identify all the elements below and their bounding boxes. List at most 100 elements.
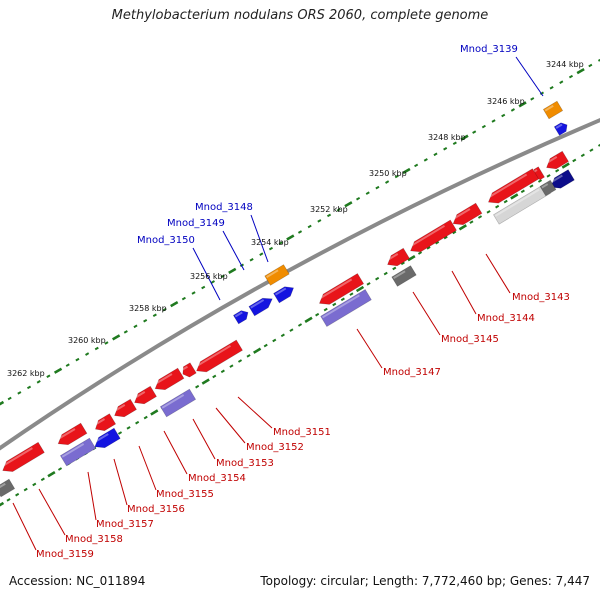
red-gene — [452, 202, 483, 226]
inner-scale-tick — [375, 276, 380, 281]
red-gene-sheen — [194, 344, 232, 368]
inner-scale-tick — [47, 470, 56, 478]
scale-label: 3252 kbp — [310, 205, 348, 214]
inner-scale-tick — [469, 220, 474, 224]
inner-scale-tick — [272, 338, 277, 343]
blue-gene-sheen — [250, 299, 265, 309]
outer-scale-tick — [46, 374, 51, 379]
inner-scale-tick — [6, 498, 11, 502]
red-gene — [57, 422, 88, 446]
red-gene-sheen — [408, 224, 446, 248]
outer-scale-tick — [394, 174, 399, 179]
label-leader — [356, 328, 383, 369]
outer-scale-tick — [510, 108, 515, 112]
gene-label: Mnod_3154 — [188, 473, 246, 484]
inner-scale-tick — [212, 374, 217, 379]
inner-scale-tick — [443, 235, 448, 240]
inner-scale-tick — [400, 261, 405, 266]
scale-label: 3248 kbp — [428, 133, 466, 142]
inner-scale-tick — [486, 210, 491, 214]
inner-scale-tick — [561, 162, 570, 169]
outer-scale-tick — [559, 80, 564, 84]
inner-scale-tick — [117, 431, 123, 435]
red-gene-sheen — [56, 428, 76, 441]
gray-gene-sheen — [0, 482, 6, 489]
outer-scale-tick — [460, 134, 469, 141]
label-leader — [138, 445, 157, 491]
gene-label: Mnod_3143 — [512, 292, 570, 303]
outer-scale-tick — [317, 219, 322, 223]
inner-scale-tick — [407, 254, 416, 262]
inner-scale-tick — [150, 409, 159, 416]
backbone-line — [0, 117, 600, 451]
red-gene-sheen — [317, 278, 353, 301]
red-gene — [114, 398, 137, 418]
blue-gene — [273, 286, 294, 304]
inner-scale-tick — [237, 359, 243, 363]
inner-scale-tick — [510, 193, 519, 200]
outer-scale-tick — [530, 97, 535, 101]
gray-gene-sheen — [541, 183, 549, 189]
label-leader-lines — [12, 56, 544, 551]
outer-scale-tick — [326, 213, 332, 218]
orange-gene — [542, 100, 564, 120]
purple-gene-sheen — [321, 294, 360, 319]
inner-scale-tick — [304, 316, 313, 324]
outer-scale-tick — [344, 201, 353, 208]
inner-scale-tick — [23, 487, 28, 492]
red-gene — [410, 219, 457, 253]
gene-label: Mnod_3148 — [195, 202, 253, 213]
outer-scale-tick — [501, 113, 506, 118]
navy-gene — [550, 169, 575, 189]
outer-scale-tick — [297, 230, 303, 234]
outer-scale-tick — [402, 167, 411, 175]
red-gene-sheen — [385, 253, 399, 262]
outer-scale-tick — [278, 241, 283, 245]
inner-scale-tick — [529, 184, 534, 188]
red-gene-sheen — [112, 404, 126, 413]
gene-features — [0, 100, 575, 498]
label-leader — [192, 418, 216, 460]
map-title: Methylobacterium nodulans ORS 2060, comp… — [111, 8, 489, 23]
scale-label: 3256 kbp — [190, 272, 228, 281]
orange-gene-sheen — [544, 104, 554, 112]
accession-text: Accession: NC_011894 — [9, 574, 146, 588]
inner-scale-tick — [597, 143, 600, 147]
red-gene-sheen — [93, 418, 106, 427]
inner-scale-tick — [135, 420, 140, 425]
outer-scale-tick — [481, 124, 486, 129]
inner-scale-tick — [246, 354, 251, 358]
inner-scale-tick — [201, 378, 210, 385]
inner-scale-tick — [383, 271, 388, 276]
red-gene — [182, 362, 197, 378]
red-gene-sheen — [153, 373, 173, 386]
outer-scale-tick — [423, 158, 428, 162]
red-gene — [2, 441, 45, 472]
red-gene — [387, 247, 410, 267]
inner-scale-tick — [537, 179, 543, 183]
outer-scale-tick — [65, 363, 70, 367]
inner-scale-tick — [495, 204, 500, 209]
inner-scale-tick — [32, 482, 37, 487]
gene-label: Mnod_3144 — [477, 313, 535, 324]
blue-gene-sheen — [93, 433, 109, 444]
gene-label: Mnod_3159 — [36, 549, 94, 560]
outer-scale-tick — [588, 63, 593, 68]
gene-label: Mnod_3145 — [441, 334, 499, 345]
scale-label: 3246 kbp — [487, 97, 525, 106]
inner-scale-tick — [572, 158, 577, 163]
label-leader — [38, 488, 66, 536]
label-leader — [222, 230, 245, 271]
orange-gene — [264, 264, 290, 286]
inner-scale-tick — [220, 369, 225, 374]
lightgray-gene — [493, 183, 551, 225]
gene-label: Mnod_3139 — [460, 44, 518, 55]
inner-scale-tick — [392, 266, 397, 271]
inner-scale-tick — [546, 174, 551, 178]
inner-scale-tick — [555, 168, 560, 173]
label-leader — [192, 247, 221, 301]
inner-scale-tick — [580, 153, 585, 158]
outer-scale-tick — [414, 163, 419, 168]
gray-gene — [539, 179, 557, 197]
label-leader — [250, 214, 269, 263]
